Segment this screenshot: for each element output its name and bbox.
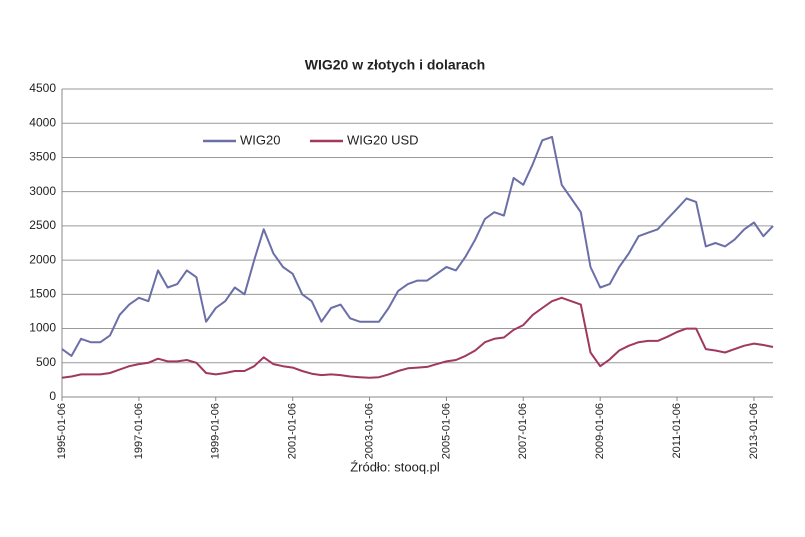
y-tick-label: 1000 xyxy=(29,321,56,335)
x-tick-label: 2001-01-06 xyxy=(287,403,299,459)
y-tick-label: 500 xyxy=(36,355,56,369)
x-tick-label: 2011-01-06 xyxy=(671,403,683,458)
x-tick-label: 2007-01-06 xyxy=(517,403,529,459)
x-tick-label: 1995-01-06 xyxy=(56,403,68,459)
y-tick-label: 2000 xyxy=(29,252,56,266)
y-tick-label: 0 xyxy=(49,389,56,403)
y-tick-label: 3500 xyxy=(29,150,56,164)
x-tick-label: 2003-01-06 xyxy=(363,403,375,459)
y-tick-label: 1500 xyxy=(29,287,56,301)
y-tick-label: 4000 xyxy=(29,115,56,129)
x-tick-label: 1999-01-06 xyxy=(210,403,222,459)
legend-label: WIG20 USD xyxy=(347,132,419,147)
legend-label: WIG20 xyxy=(240,132,280,147)
chart-title: WIG20 w złotych i dolarach xyxy=(305,57,485,73)
y-tick-label: 3000 xyxy=(29,184,56,198)
series-line xyxy=(61,135,774,357)
x-tick-label: 2009-01-06 xyxy=(594,403,606,459)
x-tick-label: 1997-01-06 xyxy=(133,403,145,459)
series-line xyxy=(61,296,774,379)
x-tick-label: 2013-01-06 xyxy=(748,403,760,459)
x-tick-label: 2005-01-06 xyxy=(440,403,452,459)
y-tick-label: 4500 xyxy=(29,81,56,95)
y-tick-label: 2500 xyxy=(29,218,56,232)
source-note: Źródło: stooq.pl xyxy=(350,459,440,474)
